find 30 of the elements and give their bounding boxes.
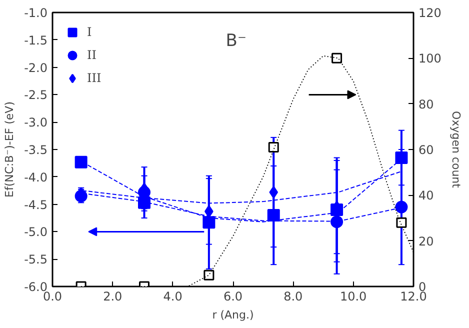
x-tick-label: 8.0 (284, 290, 303, 304)
y-tick-label: -2.0 (24, 60, 48, 75)
y-tick-label: -5.5 (24, 252, 48, 267)
y-tick-label: -3.0 (24, 116, 48, 130)
y-tick-label: -4.0 (24, 170, 48, 184)
y2-tick-label: 100 (418, 52, 442, 66)
x-axis-title: r (Ang.) (212, 308, 254, 322)
x-tick-label: 4.0 (163, 290, 182, 304)
x-tick-label: 12.0 (400, 290, 427, 304)
annotation: B⁻ (226, 30, 246, 51)
y-tick-label: -1.0 (24, 6, 48, 20)
y-tick-label: -2.5 (24, 88, 48, 102)
y-axis-title: Ef(NC:B⁻)-EF (eV) (3, 101, 16, 198)
y2-tick-label: 40 (418, 188, 434, 203)
y-tick-label: -5.0 (24, 225, 48, 240)
legend-label: III (87, 71, 102, 85)
x-tick-label: 0.0 (42, 290, 62, 304)
x-tick-label: 10.0 (340, 290, 367, 304)
x-tick-label: 6.0 (223, 290, 243, 304)
y-tick-label: -3.5 (24, 143, 48, 157)
y2-axis-title: Oxygen count (449, 111, 462, 189)
y2-tick-label: 20 (418, 234, 434, 248)
x-tick-label: 2.0 (103, 290, 122, 304)
y-tick-label: -4.5 (24, 198, 48, 212)
legend-label: II (87, 48, 98, 62)
y2-tick-label: 60 (418, 143, 434, 157)
y2-tick-label: 80 (418, 97, 434, 112)
legend-label: I (87, 25, 93, 39)
y2-tick-label: 120 (418, 6, 442, 20)
y-tick-label: -1.5 (24, 33, 48, 48)
